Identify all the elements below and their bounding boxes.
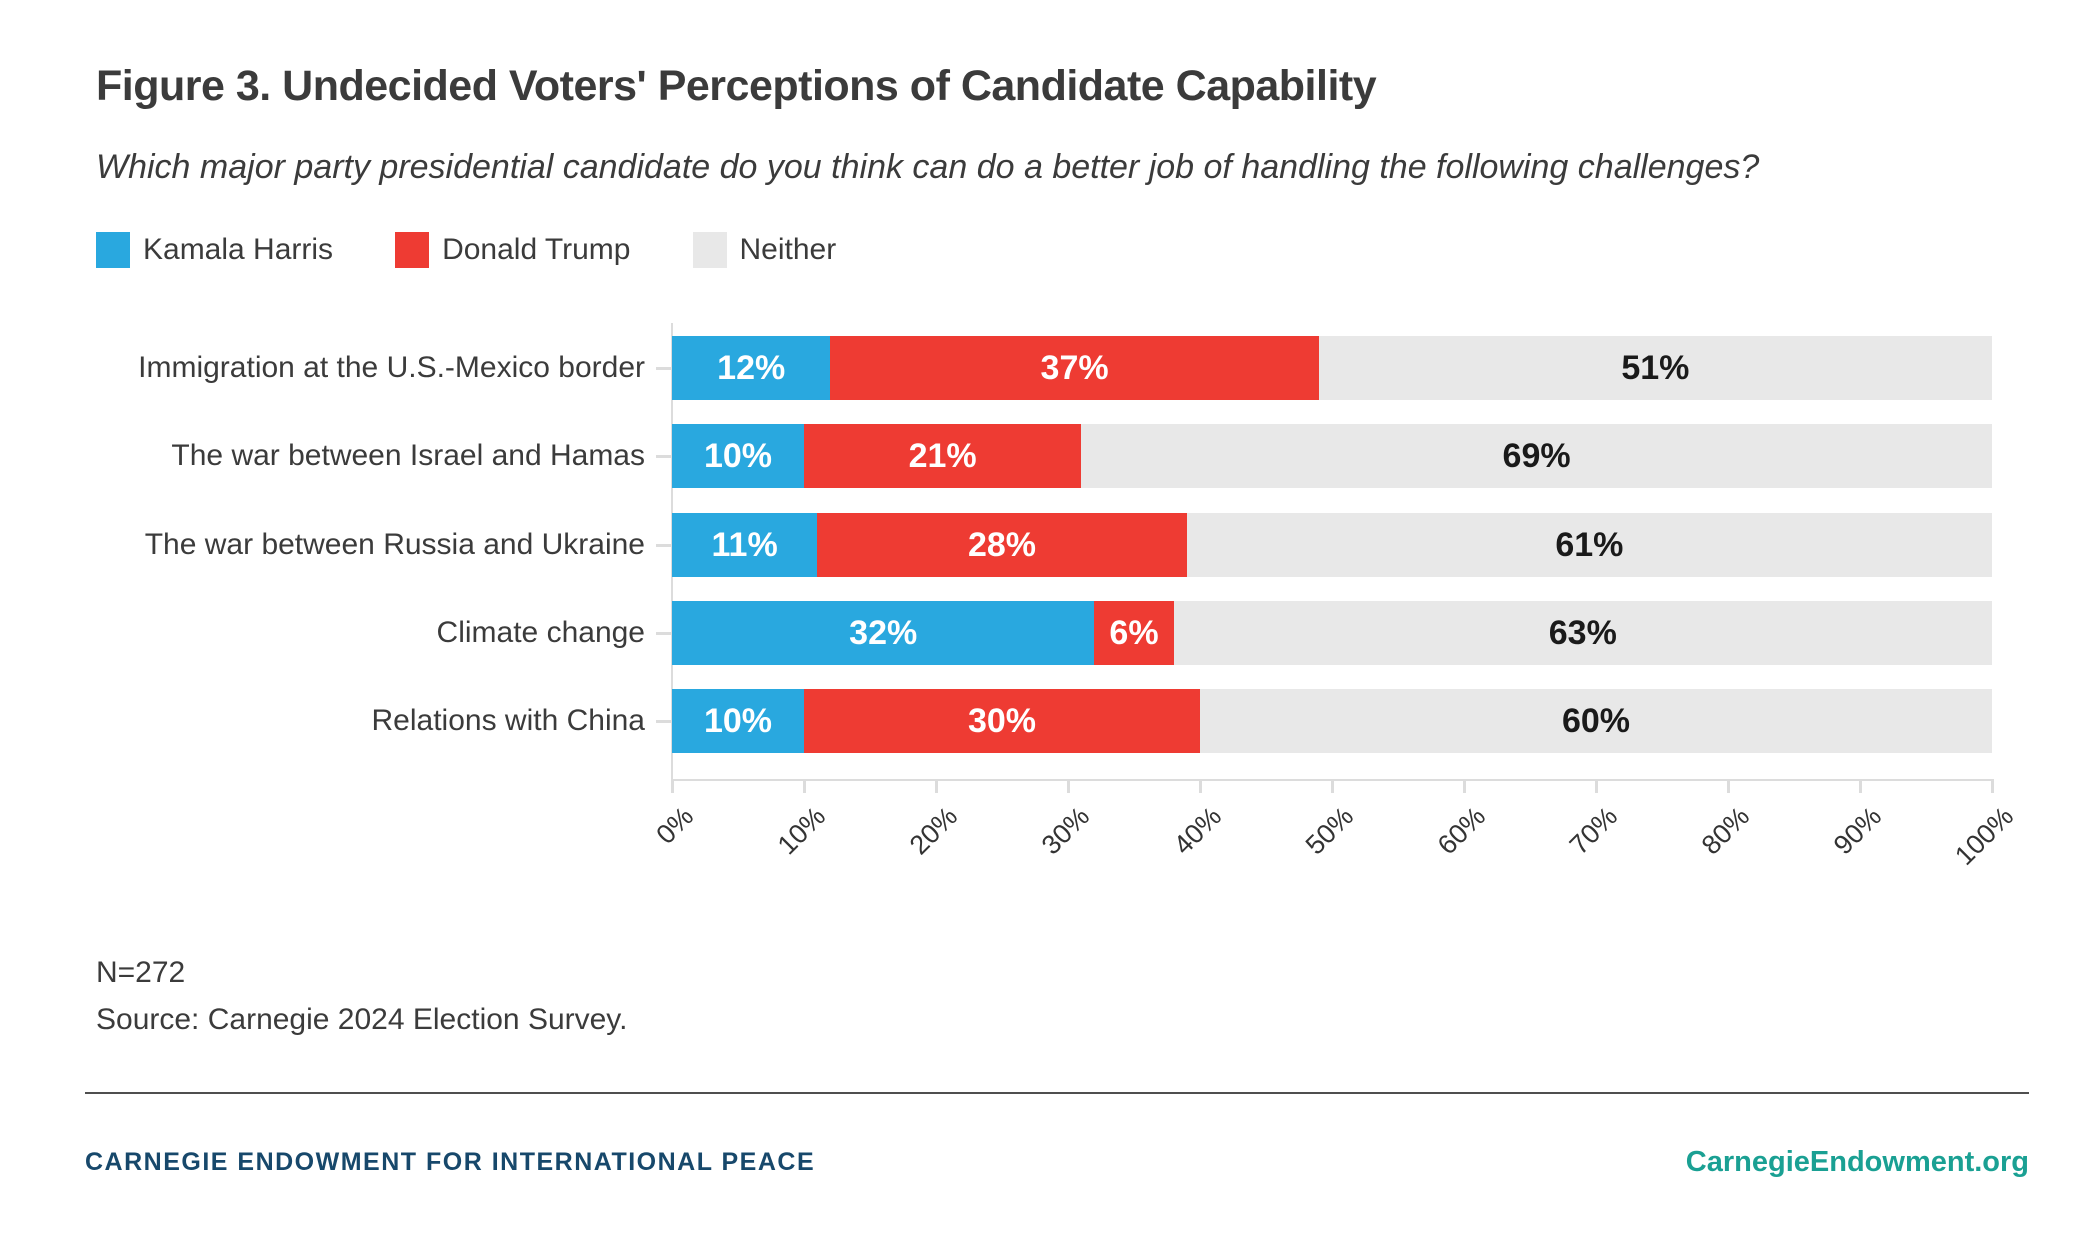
legend-item-harris: Kamala Harris	[96, 232, 333, 268]
x-axis-tick-label: 70%	[1563, 801, 1624, 861]
segment-harris-value-label: 32%	[849, 614, 918, 652]
category-label: Climate change	[436, 616, 645, 649]
x-axis-tick	[1859, 779, 1862, 793]
x-axis-tick	[935, 779, 938, 793]
category-label: Immigration at the U.S.-Mexico border	[138, 351, 645, 384]
category-label: The war between Russia and Ukraine	[144, 528, 645, 561]
segment-trump-value-label: 30%	[967, 702, 1037, 740]
legend-item-trump: Donald Trump	[395, 232, 631, 268]
x-axis-tick	[803, 779, 806, 793]
bar-track: 11% 28% 61%	[672, 513, 1992, 577]
x-axis-tick-label: 20%	[903, 801, 964, 861]
bar-track: 32% 6% 63%	[672, 601, 1992, 665]
segment-neither-value-label: 51%	[1621, 349, 1690, 387]
segment-harris-value-label: 12%	[717, 349, 786, 387]
category-tick	[656, 632, 672, 635]
segment-trump-value-label: 28%	[967, 526, 1037, 564]
x-axis-tick-label: 40%	[1167, 801, 1228, 861]
neither-color-swatch	[692, 232, 727, 268]
source-note: Source: Carnegie 2024 Election Survey.	[96, 1003, 628, 1036]
figure-title: Figure 3. Undecided Voters' Perceptions …	[96, 62, 1377, 110]
category-tick	[656, 455, 672, 458]
x-axis-tick-label: 80%	[1695, 801, 1756, 861]
footer-divider	[85, 1092, 2029, 1094]
segment-harris	[672, 336, 831, 400]
segment-trump	[804, 424, 1082, 488]
category-tick	[656, 544, 672, 547]
category-label: Relations with China	[371, 704, 645, 737]
x-axis-tick-label: 100%	[1949, 801, 2020, 872]
harris-color-swatch	[96, 232, 130, 268]
x-axis-tick-label: 0%	[650, 801, 700, 850]
x-axis-tick	[671, 779, 674, 793]
segment-neither-value-label: 69%	[1502, 437, 1571, 475]
legend-item-neither: Neither	[692, 232, 837, 268]
website-link[interactable]: CarnegieEndowment.org	[1685, 1146, 2029, 1178]
x-axis-tick	[1727, 779, 1730, 793]
segment-trump-value-label: 6%	[1109, 614, 1159, 652]
x-axis-tick	[1331, 779, 1334, 793]
bar-track: 10% 30% 60%	[672, 689, 1992, 753]
segment-harris	[672, 689, 804, 753]
x-axis-tick	[1991, 779, 1994, 793]
legend-label-trump: Donald Trump	[442, 233, 631, 266]
segment-harris-value-label: 10%	[703, 437, 773, 475]
segment-neither-value-label: 61%	[1555, 526, 1624, 564]
sample-size-note: N=272	[96, 956, 186, 989]
segment-harris	[672, 513, 818, 577]
segment-harris	[672, 424, 804, 488]
segment-harris-value-label: 11%	[711, 526, 778, 564]
x-axis-tick-label: 30%	[1035, 801, 1096, 861]
x-axis-tick	[1199, 779, 1202, 793]
legend-label-neither: Neither	[739, 233, 837, 266]
segment-trump-value-label: 21%	[908, 437, 977, 475]
x-axis-tick	[1595, 779, 1598, 793]
x-axis-tick-label: 50%	[1299, 801, 1360, 861]
bar-track: 10% 21% 69%	[672, 424, 1992, 488]
segment-trump	[804, 689, 1200, 753]
segment-harris	[672, 601, 1095, 665]
category-label: The war between Israel and Hamas	[171, 439, 645, 472]
segment-trump	[1094, 601, 1174, 665]
x-axis-tick	[1067, 779, 1070, 793]
segment-harris-value-label: 10%	[703, 702, 773, 740]
segment-trump	[830, 336, 1319, 400]
figure-subtitle: Which major party presidential candidate…	[96, 148, 1760, 186]
category-tick	[656, 720, 672, 723]
segment-neither-value-label: 63%	[1548, 614, 1617, 652]
legend: Kamala Harris Donald Trump Neither	[96, 232, 836, 268]
bar-track: 12% 37% 51%	[672, 336, 1992, 400]
x-axis-tick-label: 90%	[1827, 801, 1888, 861]
x-axis-tick	[1463, 779, 1466, 793]
organization-name: CARNEGIE ENDOWMENT FOR INTERNATIONAL PEA…	[85, 1148, 816, 1176]
x-axis-tick-label: 60%	[1431, 801, 1492, 861]
trump-color-swatch	[395, 232, 430, 268]
segment-neither-value-label: 60%	[1561, 702, 1631, 740]
segment-trump-value-label: 37%	[1040, 349, 1109, 387]
category-tick	[656, 367, 672, 370]
legend-label-harris: Kamala Harris	[143, 233, 334, 266]
x-axis-tick-label: 10%	[771, 801, 832, 861]
segment-trump	[817, 513, 1187, 577]
